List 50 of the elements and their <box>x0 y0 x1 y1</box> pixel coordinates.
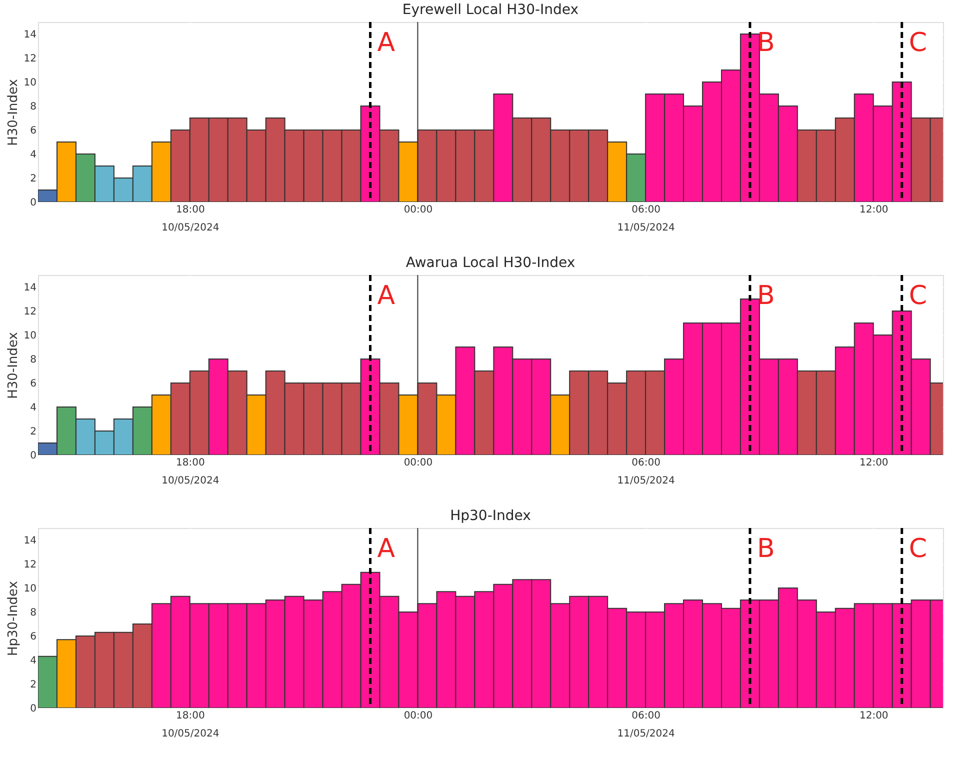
x-tick-label: 00:00 <box>404 204 433 216</box>
ref-line-label: A <box>377 534 396 564</box>
x-tick-label: 06:00 11/05/2024 <box>617 204 675 234</box>
y-tick-label: 0 <box>30 198 36 208</box>
x-tick-label: 12:00 <box>859 710 888 722</box>
ref-line-label: B <box>756 534 775 564</box>
y-tick-label: 2 <box>30 680 36 690</box>
ref-line-label: A <box>377 281 396 311</box>
y-tick-label: 4 <box>30 150 36 160</box>
ref-line-label: B <box>756 281 775 311</box>
y-tick-label: 10 <box>24 584 36 594</box>
y-tick-label: 6 <box>30 632 36 642</box>
y-tick-label: 12 <box>24 54 36 64</box>
ref-line-label: A <box>377 28 396 58</box>
x-tick-label: 06:00 11/05/2024 <box>617 710 675 740</box>
y-tick-label: 10 <box>24 78 36 88</box>
ref-line-label: C <box>908 281 928 311</box>
y-tick-label: 12 <box>24 306 36 318</box>
y-tick-label: 2 <box>30 426 36 438</box>
y-tick-label: 14 <box>24 30 36 40</box>
y-tick-label: 14 <box>24 282 36 294</box>
y-tick-label: 10 <box>24 330 36 342</box>
ref-line-label: C <box>908 28 928 58</box>
y-tick-label: 2 <box>30 174 36 184</box>
x-tick-label: 18:00 10/05/2024 <box>162 204 220 234</box>
x-tick-label: 06:00 11/05/2024 <box>617 458 675 486</box>
y-tick-label: 4 <box>30 402 36 414</box>
y-axis-title: Hp30-Index <box>6 580 21 656</box>
chart-title: Eyrewell Local H30-Index <box>402 2 579 18</box>
y-tick-label: 6 <box>30 126 36 136</box>
x-tick-label: 00:00 <box>404 458 433 468</box>
x-tick-label: 12:00 <box>859 204 888 216</box>
y-tick-label: 12 <box>24 560 36 570</box>
y-tick-label: 8 <box>30 608 36 618</box>
chart-title: Awarua Local H30-Index <box>406 254 576 271</box>
y-tick-label: 0 <box>30 450 36 462</box>
y-axis-title: H30-Index <box>6 332 21 399</box>
x-tick-label: 12:00 <box>859 458 888 468</box>
x-tick-label: 00:00 <box>404 710 433 722</box>
y-tick-label: 8 <box>30 354 36 366</box>
y-tick-label: 8 <box>30 102 36 112</box>
x-tick-label: 18:00 10/05/2024 <box>162 710 220 740</box>
y-tick-label: 0 <box>30 704 36 714</box>
y-axis-title: H30-Index <box>6 78 21 146</box>
y-tick-label: 4 <box>30 656 36 666</box>
y-tick-label: 14 <box>24 536 36 546</box>
y-tick-label: 6 <box>30 378 36 390</box>
chart-title: Hp30-Index <box>450 508 531 524</box>
ref-line-label: C <box>908 534 928 564</box>
x-tick-label: 18:00 10/05/2024 <box>162 458 220 486</box>
